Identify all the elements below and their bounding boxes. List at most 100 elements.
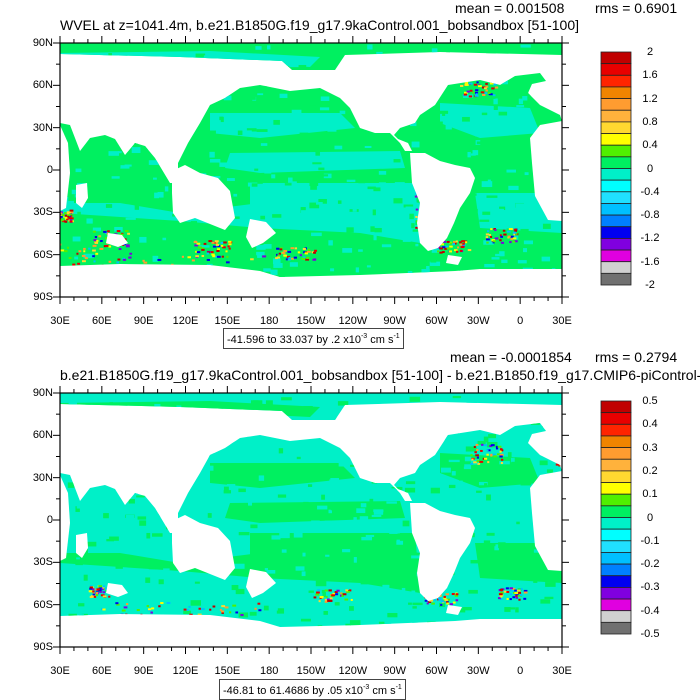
lat-tick-label: 30S (33, 556, 53, 569)
ocean-cell (254, 168, 259, 171)
anomaly-cell (474, 94, 479, 97)
ocean-cell (117, 531, 128, 537)
ocean-cell (233, 182, 244, 186)
anomaly-cell (279, 248, 283, 251)
ocean-cell (357, 550, 363, 555)
ocean-cell (365, 534, 375, 537)
anomaly-cell (306, 256, 310, 259)
anomaly-cell (490, 228, 493, 231)
anomaly-cell (102, 591, 106, 594)
ocean-cell (383, 621, 392, 626)
anomaly-cell (486, 453, 489, 456)
anomaly-cell (166, 602, 171, 605)
anomaly-cell (254, 607, 257, 610)
ocean-cell (431, 415, 443, 418)
ocean-cell (341, 505, 348, 509)
anomaly-cell (228, 247, 231, 250)
anomaly-cell (496, 453, 501, 456)
anomaly-cell (499, 234, 502, 237)
anomaly-cell (122, 257, 125, 260)
ocean-cell (389, 585, 397, 588)
ocean-cell (401, 587, 406, 594)
anomaly-cell (92, 593, 96, 596)
ocean-cell (131, 198, 141, 205)
ocean-cell (276, 608, 285, 614)
anomaly-cell (221, 611, 224, 614)
colorbar-label: -0.1 (640, 534, 660, 547)
anomaly-cell (558, 464, 562, 467)
ocean-cell (199, 170, 207, 175)
lon-tick-label: 90E (133, 665, 154, 677)
ocean-cell (75, 168, 82, 173)
ocean-cell (88, 556, 94, 563)
ocean-cell (132, 640, 141, 645)
contour-info-box: -41.596 to 33.037 by .2 x10-3 cm s-1 (223, 328, 404, 349)
land-mask (106, 583, 128, 597)
anomaly-cell (328, 589, 332, 592)
ocean-cell (180, 598, 187, 603)
ocean-cell (469, 172, 480, 178)
ocean-cell (181, 468, 188, 474)
ocean-cell (126, 470, 137, 476)
anomaly-cell (560, 460, 562, 463)
ocean-cell (194, 581, 200, 584)
ocean-cell (78, 603, 85, 607)
ocean-cell (79, 156, 89, 161)
ocean-cell (466, 43, 476, 47)
ocean-cell (92, 476, 99, 482)
ocean-cell (506, 169, 516, 173)
ocean-cell (530, 421, 540, 425)
anomaly-cell (104, 231, 108, 234)
ocean-cell (387, 410, 398, 416)
colorbar-label: 1.6 (642, 69, 658, 82)
ocean-cell (278, 448, 284, 454)
ocean-cell (419, 414, 426, 420)
anomaly-cell (454, 249, 458, 252)
ocean-cell (340, 193, 344, 197)
ocean-cell (367, 615, 377, 620)
lon-tick-label: 60W (425, 665, 448, 677)
anomaly-cell (493, 455, 497, 458)
ocean-cell (375, 161, 386, 167)
ocean-cell (411, 590, 416, 595)
ocean-cell (494, 628, 498, 632)
anomaly-cell (68, 219, 71, 222)
anomaly-cell (488, 233, 492, 236)
ocean-cell (206, 509, 216, 513)
ocean-cell (524, 554, 533, 560)
ocean-cell (373, 187, 381, 192)
anomaly-cell (117, 258, 121, 261)
ocean-cell (324, 520, 331, 527)
ocean-cell (278, 631, 282, 635)
ocean-cell (468, 589, 478, 594)
land-mask (172, 165, 235, 230)
ocean-cell (251, 183, 258, 187)
colorbar-label: 2 (646, 46, 654, 58)
anomaly-cell (68, 256, 72, 259)
anomaly-cell (444, 599, 448, 602)
ocean-cell (378, 171, 387, 175)
ocean-cell (257, 254, 262, 258)
ocean-cell (420, 624, 427, 627)
ocean-cell (522, 96, 528, 101)
anomaly-cell (486, 238, 490, 241)
anomaly-cell (459, 249, 463, 252)
anomaly-cell (473, 461, 477, 464)
anomaly-cell (428, 601, 432, 604)
ocean-cell (74, 256, 79, 260)
ocean-cell (214, 142, 220, 145)
anomaly-cell (318, 600, 321, 603)
ocean-cell (88, 527, 97, 530)
ocean-cell (209, 158, 221, 163)
ocean-cell (180, 429, 189, 433)
ocean-cell (255, 46, 262, 50)
anomaly-cell (302, 256, 306, 259)
ocean-cell (493, 208, 504, 213)
ocean-cell (377, 419, 383, 424)
ocean-cell (416, 614, 427, 619)
ocean-cell (115, 250, 124, 255)
ocean-cell (152, 533, 163, 537)
ocean-cell (540, 437, 544, 442)
ocean-cell (157, 191, 164, 198)
ocean-cell (539, 460, 548, 466)
